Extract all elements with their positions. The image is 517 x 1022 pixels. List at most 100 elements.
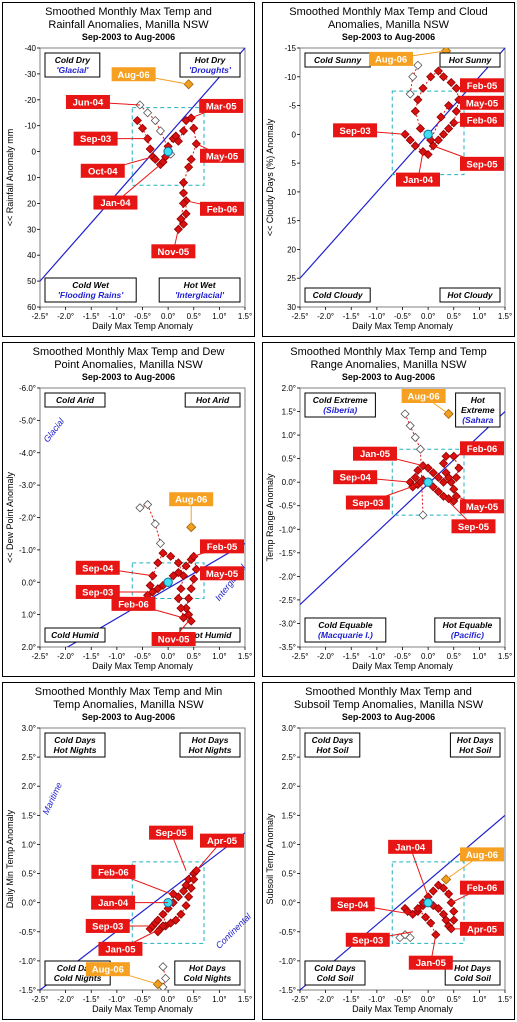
callout-box	[85, 962, 130, 977]
quadrant-label: 'Interglacial'	[175, 290, 225, 300]
quadrant-box	[44, 627, 106, 643]
callout-label: Sep-05	[155, 828, 187, 839]
x-tick-label: 0.0°	[161, 312, 175, 321]
quadrant-label: Hot Dry	[195, 55, 227, 65]
quadrant-label: Hot Nights	[54, 745, 97, 755]
x-tick-label: 0.0°	[421, 652, 435, 661]
data-point	[143, 499, 153, 510]
quadrant-label: Cold Days	[57, 963, 99, 973]
callout-label: Mar-05	[206, 101, 237, 112]
dashed-range-box	[131, 861, 205, 944]
callout-label: Apr-05	[207, 836, 238, 847]
y-tick-label: 2.0°	[22, 782, 36, 791]
callout-box	[91, 895, 136, 910]
quadrant-box	[304, 617, 387, 643]
x-tick-label: 0.0°	[421, 995, 435, 1004]
y-tick-label: 30	[27, 225, 36, 234]
x-tick-label: 0.5°	[187, 995, 201, 1004]
origin-marker	[163, 577, 173, 587]
x-tick-label: -2.5°	[32, 995, 49, 1004]
x-tick-label: 1.0°	[212, 652, 226, 661]
quadrant-box	[304, 287, 371, 303]
x-tick-label: 1.0°	[472, 652, 486, 661]
callout-box	[345, 495, 390, 510]
y-tick-label: 25	[287, 274, 296, 283]
chart-title: Rainfall Anomalies, Manilla NSW	[48, 19, 209, 31]
x-tick-label: -2.0°	[57, 995, 74, 1004]
highlight-point	[186, 522, 197, 533]
callout-label: Feb-06	[467, 444, 498, 455]
data-point	[410, 472, 420, 483]
callout-label: Sep-03	[82, 587, 113, 598]
callout-box	[353, 446, 397, 461]
y-tick-label: -1.0°	[19, 957, 36, 966]
data-point	[444, 124, 454, 134]
x-tick-label: -2.0°	[317, 312, 334, 321]
x-tick-label: -1.0°	[108, 652, 125, 661]
data-point	[415, 124, 426, 134]
quadrant-box	[439, 52, 501, 68]
quadrant-label: Hot Days	[454, 963, 491, 973]
data-point	[158, 909, 168, 919]
data-point	[413, 95, 423, 105]
quadrant-box	[304, 392, 376, 418]
dashed-range-box	[391, 448, 465, 516]
quadrant-box	[179, 52, 241, 78]
chart-title: Point Anomalies, Manilla NSW	[54, 359, 203, 371]
x-tick-label: -2.0°	[317, 995, 334, 1004]
x-tick-label: -2.0°	[317, 652, 334, 661]
x-tick-label: 0.5°	[187, 312, 201, 321]
quadrant-label: 'Droughts'	[189, 65, 232, 75]
callout-label: Aug-06	[408, 392, 440, 403]
data-point	[186, 616, 196, 626]
x-tick-label: -0.5°	[394, 312, 411, 321]
data-point	[145, 580, 155, 591]
quadrant-box	[455, 392, 501, 428]
y-tick-label: 2.0°	[22, 643, 36, 652]
quadrant-label: (Siberia)	[323, 405, 357, 415]
data-point	[186, 584, 196, 594]
y-tick-label: 3.0°	[22, 724, 36, 733]
x-tick-label: -1.5°	[343, 312, 360, 321]
quadrant-box	[44, 277, 137, 303]
data-point	[410, 106, 420, 116]
y-tick-label: -5.0°	[19, 416, 36, 425]
y-axis-label: Daily Min Temp Anomaly	[5, 809, 15, 908]
callout-label: Feb-06	[467, 883, 498, 894]
data-point	[444, 100, 454, 111]
callout-label: Apr-05	[467, 924, 498, 935]
x-tick-label: 1.5°	[238, 312, 252, 321]
callout-label: Jan-04	[100, 198, 131, 209]
quadrant-label: Cold Extreme	[313, 395, 368, 405]
data-point	[405, 89, 415, 99]
y-tick-label: -5	[289, 102, 297, 111]
x-tick-label: 0.0°	[161, 652, 175, 661]
chart-title: Smoothed Monthly Max Temp and Cloud	[289, 6, 488, 18]
data-point	[150, 115, 160, 126]
x-tick-label: -1.5°	[343, 995, 360, 1004]
quadrant-label: (Macquarie I.)	[318, 630, 373, 640]
data-point	[153, 558, 163, 568]
x-tick-label: 1.5°	[498, 652, 512, 661]
data-point	[410, 141, 420, 151]
data-point	[145, 144, 155, 154]
y-tick-label: 2.5°	[282, 753, 296, 762]
data-point	[184, 593, 194, 604]
callout-box	[199, 98, 244, 113]
callout-box	[73, 131, 118, 146]
callout-label: Sep-03	[339, 126, 370, 137]
quadrant-label: Hot Arid	[196, 395, 230, 405]
callout-label: Jan-05	[360, 449, 391, 460]
quadrant-label: Hot Days	[189, 963, 226, 973]
quadrant-label: Cold Dry	[55, 55, 92, 65]
y-tick-label: -1.0°	[279, 957, 296, 966]
callout-box	[345, 932, 390, 947]
x-tick-label: -1.5°	[343, 652, 360, 661]
x-tick-label: -0.5°	[394, 995, 411, 1004]
y-tick-label: 0	[32, 148, 37, 157]
callout-box	[149, 825, 194, 840]
data-point	[186, 883, 196, 893]
series-line	[139, 503, 161, 544]
